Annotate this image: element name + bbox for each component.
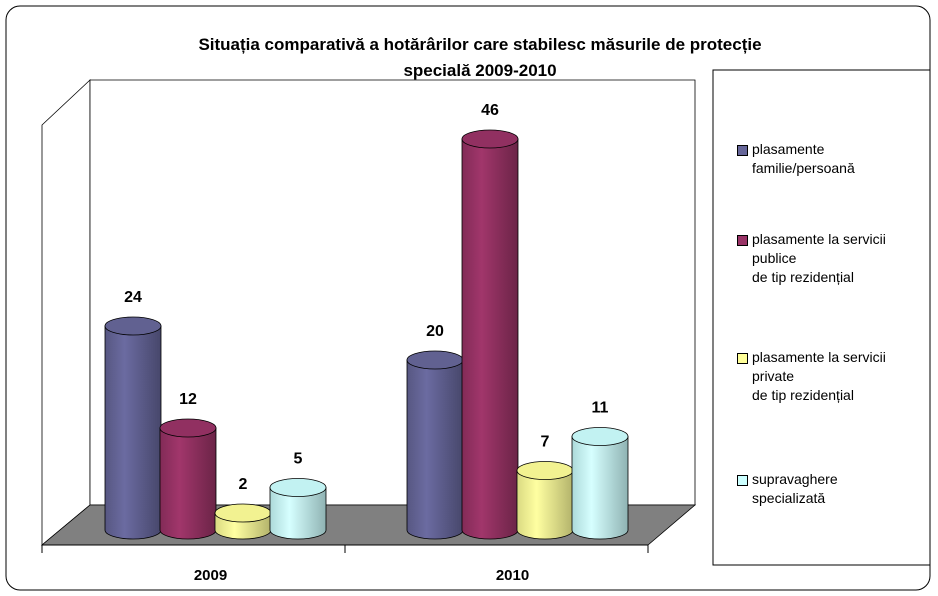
bar-top bbox=[571, 427, 629, 446]
data-label: 2 bbox=[239, 476, 248, 493]
bar bbox=[571, 427, 629, 540]
bar-body bbox=[406, 359, 464, 540]
x-tick-label: 2010 bbox=[496, 567, 529, 584]
bar-top bbox=[214, 503, 272, 523]
data-label: 20 bbox=[426, 323, 444, 340]
bar-top bbox=[104, 316, 162, 336]
bar-body bbox=[461, 138, 519, 540]
chart-title: Situația comparativă a hotărârilor care … bbox=[198, 35, 761, 80]
bar-body bbox=[104, 325, 162, 540]
data-label: 11 bbox=[592, 400, 609, 417]
bar-top bbox=[406, 350, 464, 370]
bar bbox=[104, 316, 162, 540]
bar-body bbox=[516, 470, 574, 540]
legend-label: supravaghere specializată bbox=[752, 471, 838, 506]
bar-top bbox=[269, 478, 327, 497]
side-wall bbox=[41, 79, 91, 546]
x-tick-label: 2009 bbox=[194, 567, 227, 584]
data-label: 46 bbox=[481, 102, 499, 119]
legend-swatch bbox=[737, 475, 748, 486]
bar-body bbox=[159, 427, 217, 540]
legend-swatch bbox=[737, 235, 748, 246]
legend-swatch bbox=[737, 145, 748, 156]
bar bbox=[406, 350, 464, 540]
bar-top bbox=[461, 129, 519, 149]
data-label: 5 bbox=[294, 451, 303, 468]
bar bbox=[214, 503, 272, 540]
bar-top bbox=[159, 418, 217, 438]
bar bbox=[269, 478, 327, 540]
legend-label: plasamente la servicii private de tip re… bbox=[752, 349, 886, 403]
bar-body bbox=[571, 436, 629, 540]
legend-label: plasamente la servicii publice de tip re… bbox=[752, 231, 886, 285]
data-label: 7 bbox=[541, 434, 550, 451]
legend-box bbox=[712, 69, 931, 566]
legend-swatch bbox=[737, 353, 748, 364]
data-label: 24 bbox=[124, 289, 142, 306]
legend-label: plasamente familie/persoană bbox=[752, 141, 855, 176]
bar bbox=[159, 418, 217, 540]
bar-body bbox=[269, 487, 327, 540]
data-label: 12 bbox=[179, 391, 197, 408]
bar bbox=[516, 461, 574, 540]
bar bbox=[461, 129, 519, 540]
bar-top bbox=[516, 461, 574, 480]
